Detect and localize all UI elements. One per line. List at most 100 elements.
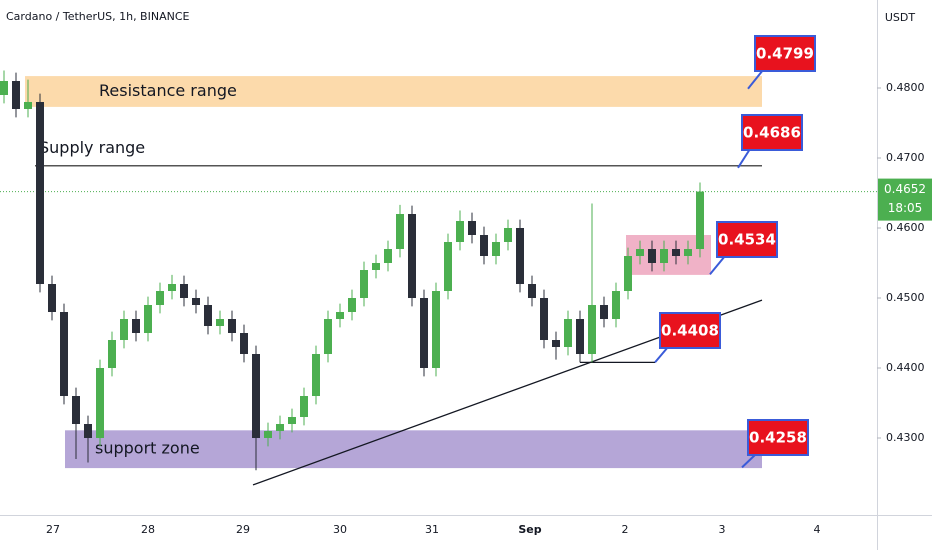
callout-box	[741, 114, 803, 151]
callout-arrow	[741, 453, 757, 469]
candle-body	[252, 354, 260, 439]
y-tick-label: 0.4800	[886, 81, 925, 94]
y-tick-label: 0.4700	[886, 151, 925, 164]
candle-body	[168, 284, 176, 292]
callout-arrow	[747, 69, 764, 90]
candle-body	[276, 424, 284, 432]
candle-body	[672, 248, 680, 256]
candle-body	[504, 227, 512, 242]
candle-body	[360, 270, 368, 299]
callout-arrow	[737, 148, 751, 169]
countdown-label: 18:05	[888, 201, 923, 215]
callout-box	[716, 221, 778, 258]
candle-body	[408, 213, 416, 299]
candle-body	[120, 319, 128, 341]
candle-body	[300, 396, 308, 418]
zone-label: support zone	[95, 439, 200, 458]
candle-body	[240, 333, 248, 355]
candle-body	[492, 241, 500, 256]
candle-body	[36, 101, 44, 285]
x-tick-label: 30	[333, 523, 347, 536]
candle-body	[684, 248, 692, 256]
candle-body	[84, 424, 92, 439]
x-tick-label: 31	[425, 523, 439, 536]
candle-body	[516, 227, 524, 285]
candle-body	[636, 248, 644, 256]
candle-body	[480, 234, 488, 256]
y-tick-label: 0.4300	[886, 431, 925, 444]
x-tick-label: 4	[814, 523, 821, 536]
callout-box	[754, 35, 816, 72]
candle-body	[696, 191, 704, 249]
x-tick-label: 28	[141, 523, 155, 536]
x-tick-label: 3	[719, 523, 726, 536]
candle-body	[288, 417, 296, 425]
callout-box	[659, 312, 721, 349]
candle-body	[420, 298, 428, 369]
candle-body	[108, 340, 116, 369]
chart-title: Cardano / TetherUS, 1h, BINANCE	[6, 10, 190, 23]
candle-body	[612, 291, 620, 320]
candle-body	[372, 263, 380, 271]
candle-body	[468, 220, 476, 235]
candle-body	[648, 248, 656, 264]
candle-body	[528, 284, 536, 299]
supply-label: Supply range	[39, 138, 145, 157]
candle-body	[324, 319, 332, 355]
candle-body	[564, 319, 572, 348]
last-price-label: 0.4652	[884, 182, 926, 196]
candle-body	[336, 312, 344, 320]
callout-label: 0.4408	[661, 322, 719, 340]
x-tick-label: 2	[622, 523, 629, 536]
candle-body	[396, 213, 404, 249]
candle-body	[264, 431, 272, 439]
candle-body	[312, 354, 320, 397]
callout-box	[747, 419, 809, 456]
callout-label: 0.4534	[718, 231, 776, 249]
candle-body	[228, 319, 236, 334]
candle-body	[0, 80, 8, 95]
candle-body	[60, 312, 68, 397]
candle-body	[96, 368, 104, 439]
candle-body	[156, 291, 164, 306]
callout-label: 0.4686	[743, 124, 801, 142]
candle-body	[384, 248, 392, 264]
x-tick-label: 29	[236, 523, 250, 536]
candle-body	[192, 298, 200, 306]
candle-body	[72, 396, 80, 425]
x-tick-label: Sep	[518, 523, 541, 536]
callout-label: 0.4799	[756, 45, 814, 63]
y-tick-label: 0.4500	[886, 291, 925, 304]
y-axis-label: USDT	[885, 11, 916, 24]
candle-body	[132, 319, 140, 334]
candle-body	[144, 305, 152, 334]
zone	[65, 430, 762, 469]
candle-body	[48, 284, 56, 313]
x-tick-label: 27	[46, 523, 60, 536]
candle-body	[348, 298, 356, 313]
candle-body	[180, 284, 188, 299]
candle-body	[432, 291, 440, 369]
candle-body	[540, 298, 548, 341]
last-price-badge	[878, 178, 932, 221]
candle-body	[624, 256, 632, 292]
y-tick-label: 0.4600	[886, 221, 925, 234]
callout-arrow	[654, 346, 669, 364]
callout-label: 0.4258	[749, 429, 807, 447]
candle-body	[660, 248, 668, 264]
candle-body	[12, 80, 20, 109]
candle-body	[216, 319, 224, 327]
candle-body	[588, 305, 596, 355]
candle-body	[576, 319, 584, 355]
callout-arrow	[709, 255, 726, 275]
candle-body	[204, 305, 212, 327]
candle-body	[444, 241, 452, 292]
candle-body	[552, 340, 560, 348]
candle-body	[24, 101, 32, 109]
zone-label: Resistance range	[99, 81, 237, 100]
zone	[25, 76, 762, 107]
y-tick-label: 0.4400	[886, 361, 925, 374]
candle-body	[600, 305, 608, 320]
candle-body	[456, 220, 464, 242]
